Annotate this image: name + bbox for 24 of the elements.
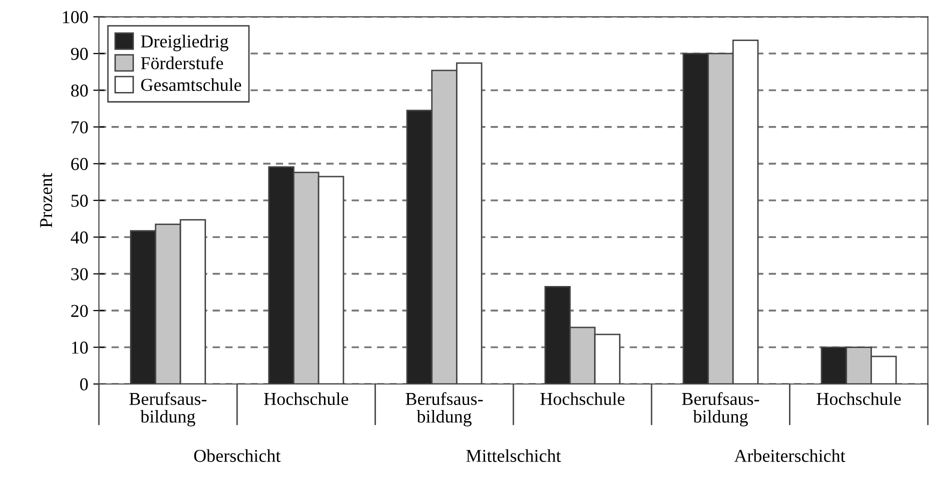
text: Mittelschicht [466,449,561,462]
legend-label: Gesamtschule [141,78,242,91]
text: Arbeiterschicht [734,449,846,462]
y-axis-title: Prozent [40,172,52,228]
y-tick-label: 70 [72,121,88,134]
x-tick-label: Hochschule [540,392,624,406]
x-tick-label: Berufsaus- bildung [406,392,483,426]
y-tick-label: 10 [72,342,88,354]
x-tick-label: Berufsaus- bildung [682,392,760,426]
y-tick-label: 60 [71,158,88,170]
x-tick-label: Hochschule [264,392,348,406]
legend-label: Dreigliedrig [140,34,228,52]
y-tick-label: 50 [71,194,88,207]
y-tick-label: 30 [71,268,88,280]
y-tick-label: 40 [70,231,88,244]
y-tick-label: 100 [63,11,88,24]
x-tick-label: Berufsaus- bildung [129,392,206,426]
x-tick-label: Hochschule [816,392,901,406]
y-tick-label: 0 [80,378,88,390]
y-tick-label: 80 [71,84,88,97]
y-tick-label: 90 [71,48,88,60]
legend-label: Förderstufe [140,56,224,70]
text: Oberschicht [194,449,281,462]
y-tick-label: 20 [71,304,88,317]
